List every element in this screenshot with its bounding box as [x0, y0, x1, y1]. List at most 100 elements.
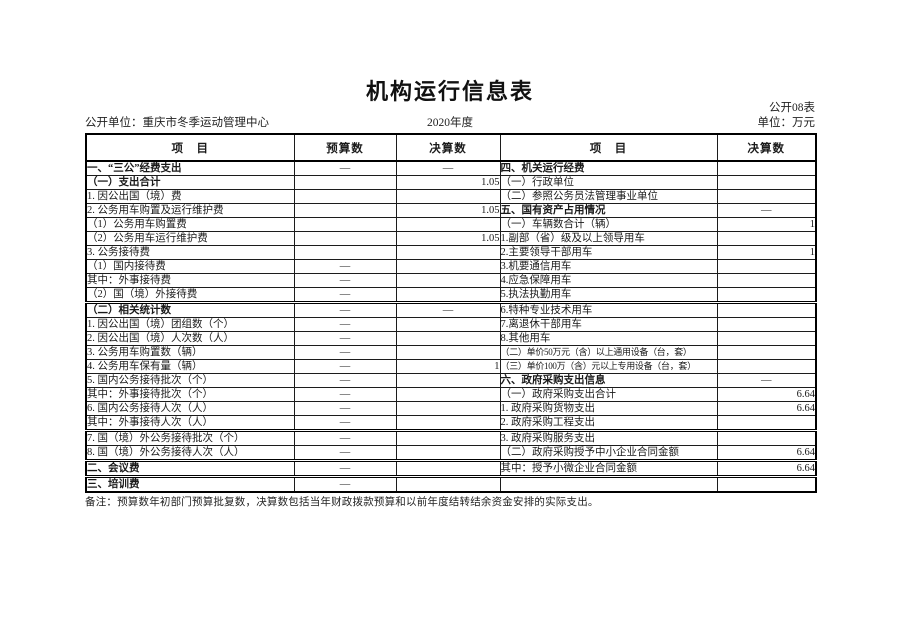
- item-label-cell: 8.其他用车: [499, 331, 718, 346]
- item-label-cell: （三）单价100万（含）元以上专用设备（台，套）: [499, 359, 718, 374]
- final-value-cell: 1: [395, 359, 501, 374]
- header-final-right: 决算数: [716, 133, 817, 162]
- table-row: 2. 因公出国（境）人次数（人） — 8.其他用车: [85, 331, 817, 346]
- table-row: 三、培训费 —: [85, 475, 817, 493]
- budget-value-cell: [293, 189, 397, 204]
- budget-value-cell: —: [293, 301, 397, 318]
- table-row: 3. 公务接待费 2.主要领导干部用车 1: [85, 245, 817, 260]
- table-row: 其中：外事接待费 — 4.应急保障用车: [85, 273, 817, 288]
- unit-label: 单位：万元: [757, 117, 816, 129]
- final-value-cell: —: [716, 203, 817, 218]
- footnote: 备注：预算数年初部门预算批复数，决算数包括当年财政拨款预算和以前年度结转结余资金…: [85, 497, 599, 508]
- budget-value-cell: —: [293, 345, 397, 360]
- budget-value-cell: —: [293, 359, 397, 374]
- item-label-cell: 1.副部（省）级及以上领导用车: [499, 231, 718, 246]
- final-value-cell: [716, 160, 817, 176]
- meta-row: 公开单位：重庆市冬季运动管理中心 2020年度 单位：万元: [85, 114, 815, 131]
- item-label-cell: 1. 政府采购货物支出: [499, 401, 718, 416]
- table-row: （1）公务用车购置费 （一）车辆数合计（辆） 1: [85, 217, 817, 232]
- table-row: 1. 因公出国（境）费 （二）参照公务员法管理事业单位: [85, 189, 817, 204]
- page-title: 机构运行信息表: [365, 79, 534, 104]
- item-label-cell: 三、培训费: [85, 475, 295, 493]
- header-final-left: 决算数: [395, 133, 501, 162]
- item-label-cell: （一）支出合计: [85, 175, 295, 190]
- year-label: 2020年度: [427, 117, 473, 129]
- item-label-cell: （一）车辆数合计（辆）: [499, 217, 718, 232]
- budget-value-cell: [293, 231, 397, 246]
- final-value-cell: [395, 245, 501, 260]
- final-value-cell: [716, 189, 817, 204]
- table-row: 5. 国内公务接待批次（个） — 六、政府采购支出信息 —: [85, 373, 817, 388]
- budget-value-cell: —: [293, 401, 397, 416]
- item-label-cell: 四、机关运行经费: [499, 160, 718, 176]
- final-value-cell: [716, 359, 817, 374]
- final-value-cell: —: [395, 160, 501, 176]
- final-value-cell: —: [716, 373, 817, 388]
- final-value-cell: [395, 273, 501, 288]
- item-label-cell: 3. 政府采购服务支出: [499, 429, 718, 446]
- institution-operation-table: 项 目 预算数 决算数 项 目 决算数 一、“三公”经费支出 — — 四、机关运行经费…: [85, 133, 817, 493]
- header-item-right: 项 目: [499, 133, 718, 162]
- budget-value-cell: —: [293, 373, 397, 388]
- item-label-cell: 6. 国内公务接待人次（人）: [85, 401, 295, 416]
- budget-value-cell: —: [293, 331, 397, 346]
- final-value-cell: [716, 415, 817, 431]
- final-value-cell: 1.05: [395, 231, 501, 246]
- final-value-cell: [395, 459, 501, 477]
- final-value-cell: [395, 475, 501, 493]
- budget-value-cell: [293, 175, 397, 190]
- final-value-cell: [716, 175, 817, 190]
- table-row: （二）相关统计数 — —6.特种专业技术用车: [85, 301, 817, 318]
- final-value-cell: [395, 445, 501, 461]
- table-row: 1. 因公出国（境）团组数（个） — 7.离退休干部用车: [85, 317, 817, 332]
- final-value-cell: [716, 231, 817, 246]
- item-label-cell: 7. 国（境）外公务接待批次（个）: [85, 429, 295, 446]
- item-label-cell: 2. 公务用车购置及运行维护费: [85, 203, 295, 218]
- budget-value-cell: —: [293, 445, 397, 461]
- final-value-cell: [395, 373, 501, 388]
- budget-value-cell: —: [293, 459, 397, 477]
- item-label-cell: 二、会议费: [85, 459, 295, 477]
- item-label-cell: （一）行政单位: [499, 175, 718, 190]
- header-budget: 预算数: [293, 133, 397, 162]
- budget-value-cell: —: [293, 273, 397, 288]
- item-label-cell: 1. 因公出国（境）团组数（个）: [85, 317, 295, 332]
- item-label-cell: 3. 公务接待费: [85, 245, 295, 260]
- budget-value-cell: —: [293, 415, 397, 431]
- final-value-cell: 6.64: [716, 387, 817, 402]
- item-label-cell: 5. 国内公务接待批次（个）: [85, 373, 295, 388]
- final-value-cell: [716, 273, 817, 288]
- item-label-cell: （二）相关统计数: [85, 301, 295, 318]
- table-row: （1）国内接待费 — 3.机要通信用车: [85, 259, 817, 274]
- header-row: 项 目 预算数 决算数 项 目 决算数: [85, 133, 817, 162]
- item-label-cell: （2）公务用车运行维护费: [85, 231, 295, 246]
- final-value-cell: [395, 401, 501, 416]
- item-label-cell: 2. 因公出国（境）人次数（人）: [85, 331, 295, 346]
- budget-value-cell: [293, 203, 397, 218]
- final-value-cell: 1.05: [395, 175, 501, 190]
- table-row: 6. 国内公务接待人次（人） — 1. 政府采购货物支出 6.64: [85, 401, 817, 416]
- item-label-cell: 6.特种专业技术用车: [499, 301, 718, 318]
- budget-value-cell: —: [293, 317, 397, 332]
- budget-value-cell: —: [293, 287, 397, 303]
- table-row: （一）支出合计 1.05 （一）行政单位: [85, 175, 817, 190]
- final-value-cell: 6.64: [716, 445, 817, 461]
- final-value-cell: [395, 287, 501, 303]
- final-value-cell: [395, 217, 501, 232]
- final-value-cell: [716, 429, 817, 446]
- final-value-cell: [716, 345, 817, 360]
- item-label-cell: （1）公务用车购置费: [85, 217, 295, 232]
- budget-value-cell: —: [293, 387, 397, 402]
- item-label-cell: [499, 475, 718, 493]
- budget-value-cell: [293, 245, 397, 260]
- table-row: 一、“三公”经费支出 — — 四、机关运行经费: [85, 160, 817, 176]
- table-row: （2）国（境）外接待费 — 5.执法执勤用车: [85, 287, 817, 303]
- table-row: 3. 公务用车购置数（辆） — （二）单价50万元（含）以上通用设备（台，套）: [85, 345, 817, 360]
- item-label-cell: （二）参照公务员法管理事业单位: [499, 189, 718, 204]
- item-label-cell: （1）国内接待费: [85, 259, 295, 274]
- final-value-cell: [395, 429, 501, 446]
- final-value-cell: [395, 345, 501, 360]
- item-label-cell: 4.应急保障用车: [499, 273, 718, 288]
- item-label-cell: 1. 因公出国（境）费: [85, 189, 295, 204]
